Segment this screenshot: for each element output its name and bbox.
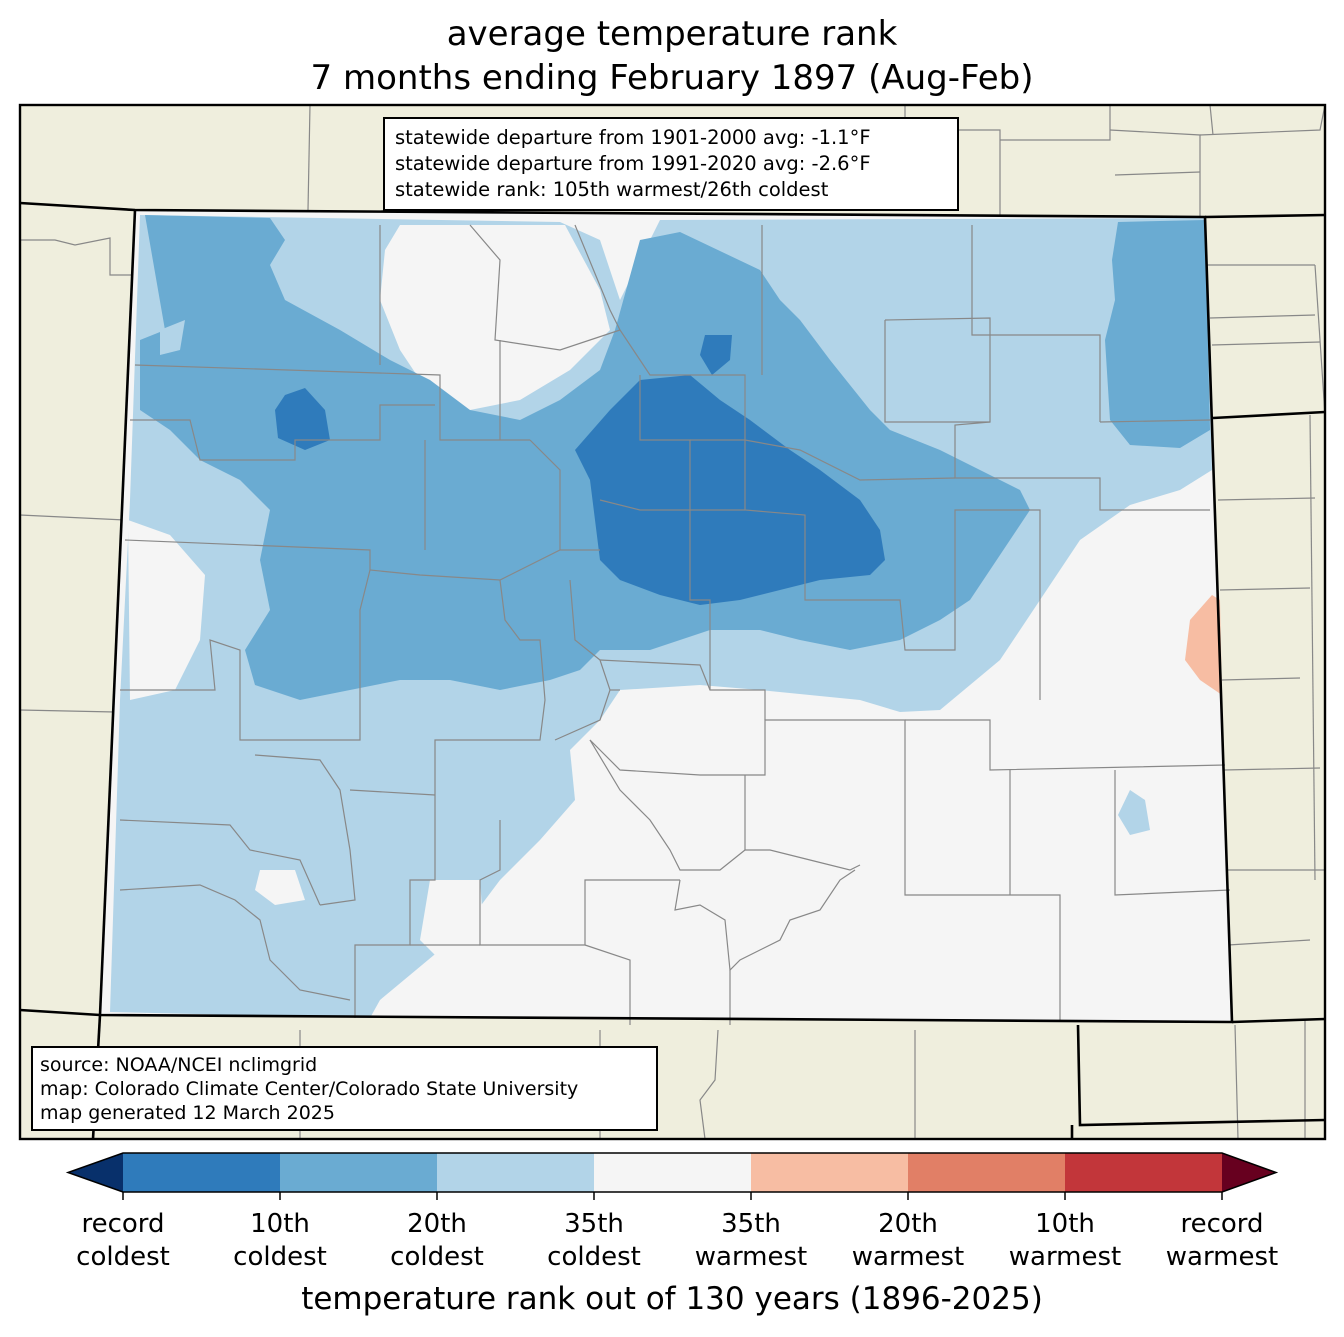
colorbar-segment (751, 1153, 908, 1192)
stat-departure-1991-2020: statewide departure from 1991-2020 avg: … (395, 152, 871, 175)
map-credit-line: map: Colorado Climate Center/Colorado St… (40, 1078, 579, 1100)
state-borders (19, 201, 1326, 1140)
source-line: source: NOAA/NCEI nclimgrid (40, 1054, 318, 1076)
colorbar-tick-label: record coldest (76, 1209, 170, 1272)
region-10th-coldest-central (575, 375, 885, 605)
map-generated-line: map generated 12 March 2025 (40, 1102, 335, 1124)
map-title-line-1: average temperature rank (446, 14, 898, 54)
colorbar-segment (1065, 1153, 1222, 1192)
colorbar-tick-label: 20th coldest (390, 1209, 484, 1272)
colorbar-tick-label: record warmest (1165, 1209, 1279, 1272)
region-10th-coldest-nw (275, 388, 330, 450)
region-35th-warmer-sw (255, 870, 305, 905)
region-35th-warmer-north (380, 225, 610, 410)
colorbar-segment (594, 1153, 751, 1192)
county-lines (119, 224, 1231, 1025)
colorbar-segment (123, 1153, 280, 1192)
colorbar-tick-label: 10th warmest (1008, 1209, 1122, 1272)
region-20th-coldest-east (1105, 220, 1210, 448)
stat-departure-1901-2000: statewide departure from 1901-2000 avg: … (395, 126, 871, 149)
region-35th-coldest-island (160, 320, 185, 355)
region-35th-warmest-east (1185, 595, 1222, 695)
region-10th-coldest-north (700, 335, 732, 375)
colorbar-extend-high (1222, 1153, 1276, 1192)
colorbar-extend-low (68, 1153, 123, 1192)
colorbar (65, 1152, 1279, 1200)
map-frame (18, 103, 1327, 1141)
stat-statewide-rank: statewide rank: 105th warmest/26th colde… (395, 178, 829, 201)
region-35th-warmer-south (420, 880, 485, 960)
statewide-stats-box: statewide departure from 1901-2000 avg: … (383, 117, 959, 211)
colorbar-title: temperature rank out of 130 years (1896-… (301, 1281, 1043, 1317)
colorbar-tick-label: 10th coldest (233, 1209, 327, 1272)
map-title-line-2: 7 months ending February 1897 (Aug-Feb) (310, 58, 1034, 98)
region-35th-coldest-se (1118, 790, 1150, 835)
colorbar-tick-label: 35th coldest (547, 1209, 641, 1272)
colorbar-segment (437, 1153, 594, 1192)
colorbar-segment (280, 1153, 437, 1192)
colorbar-segment (908, 1153, 1065, 1192)
source-box: source: NOAA/NCEI nclimgrid map: Colorad… (31, 1046, 658, 1131)
colorbar-tick-label: 35th warmest (694, 1209, 808, 1272)
region-35th-warmer-west (128, 520, 205, 700)
colorbar-tick-label: 20th warmest (851, 1209, 965, 1272)
